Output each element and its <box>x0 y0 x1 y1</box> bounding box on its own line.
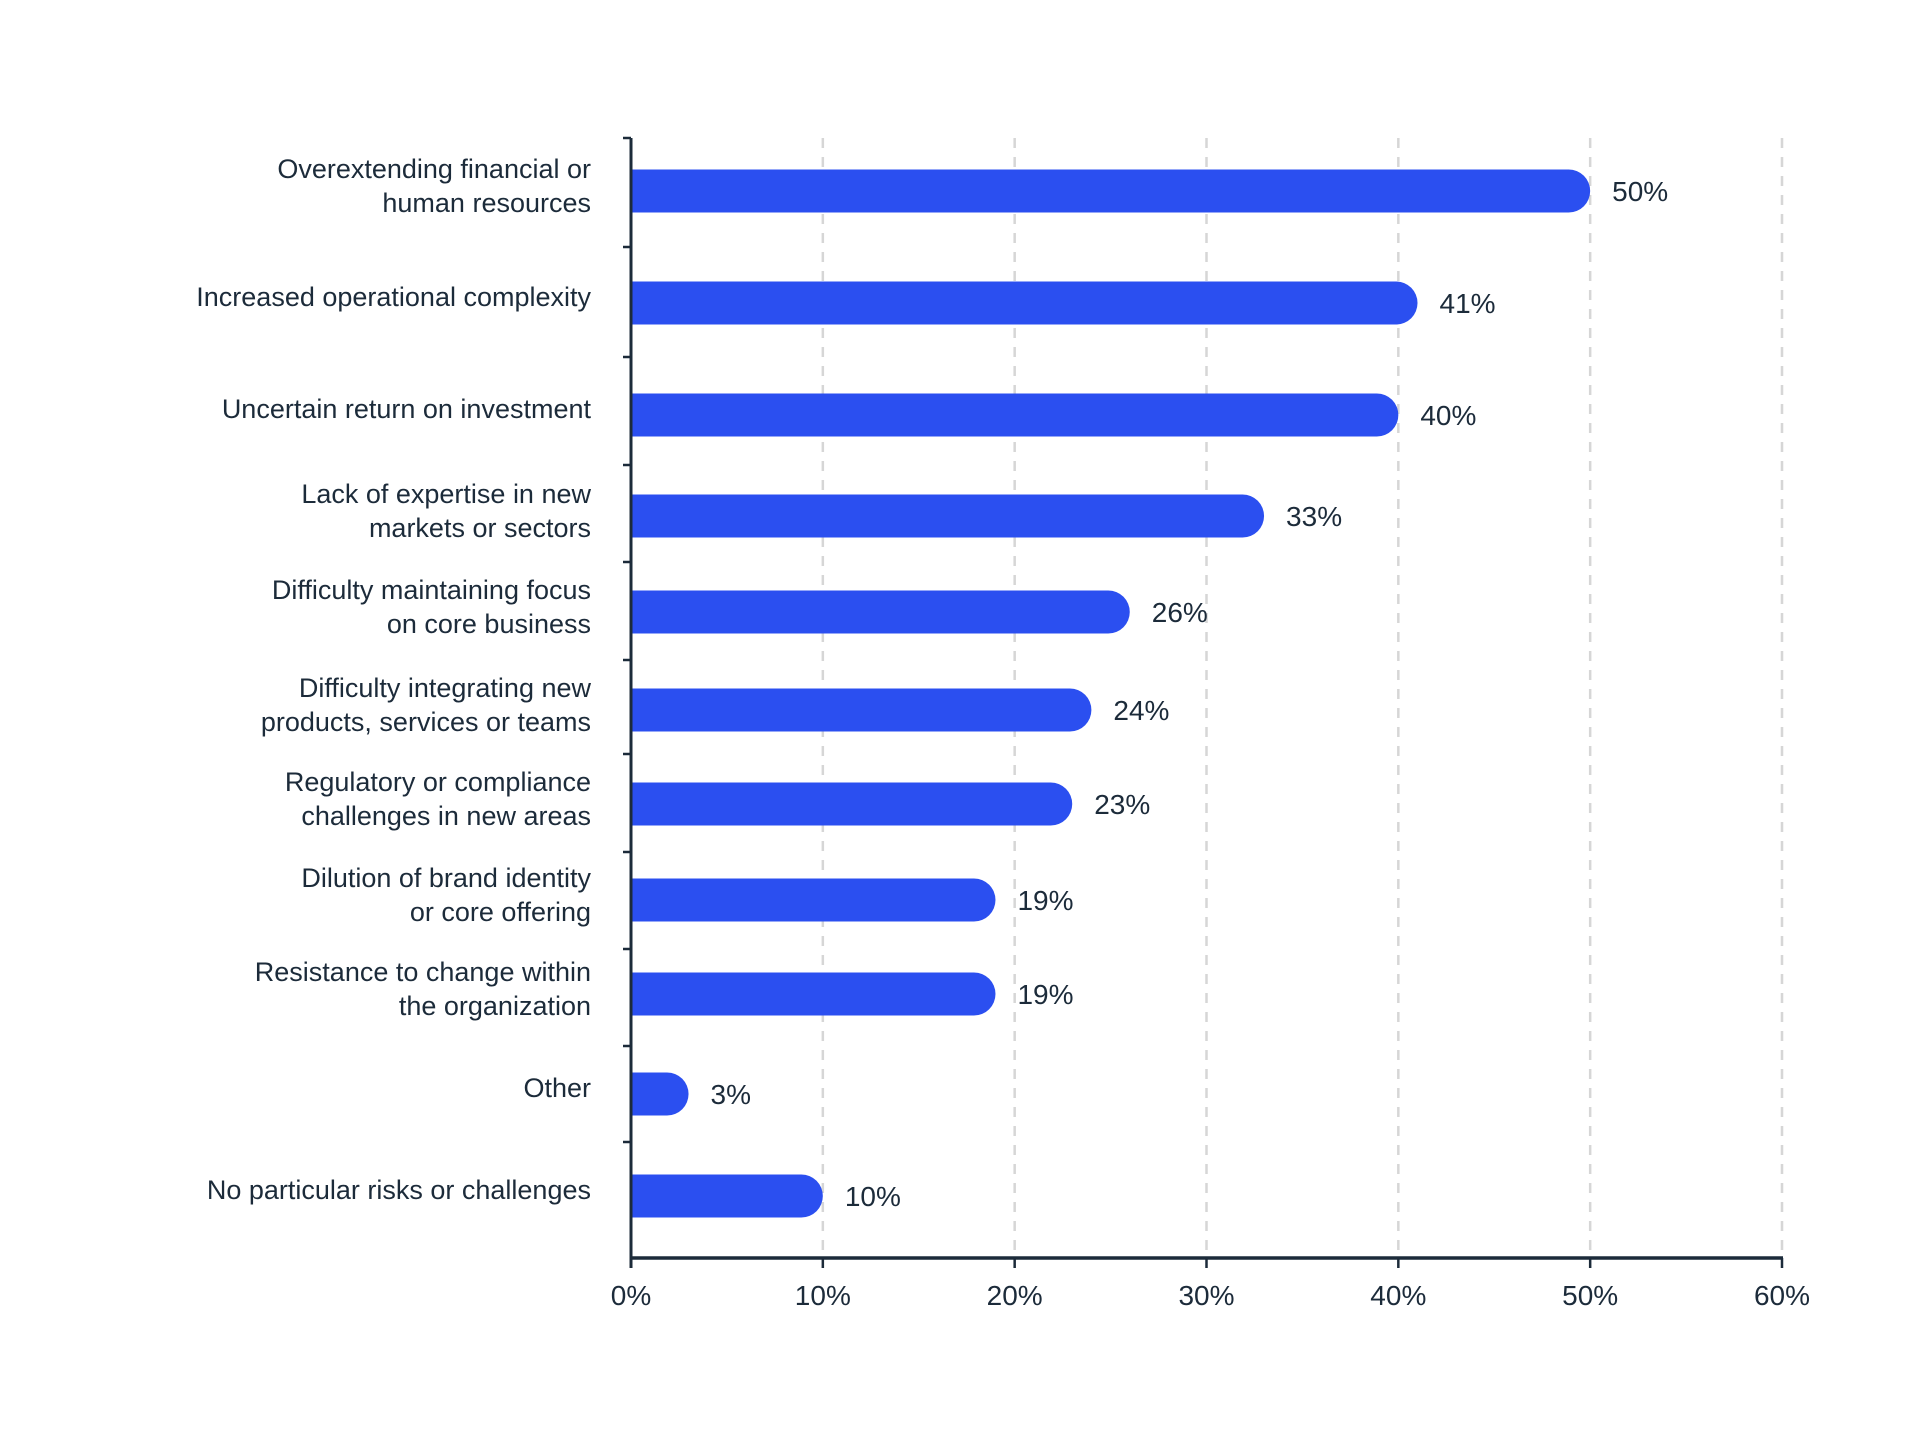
bar <box>631 169 1591 213</box>
bar <box>631 1174 823 1218</box>
x-tick-label: 50% <box>1562 1280 1618 1311</box>
category-label: the organization <box>399 991 591 1021</box>
bar-value-label: 24% <box>1113 695 1169 726</box>
category-label: Resistance to change within <box>255 957 591 987</box>
category-label: Uncertain return on investment <box>222 394 592 424</box>
x-tick-label: 60% <box>1754 1280 1810 1311</box>
bar-value-label: 23% <box>1094 789 1150 820</box>
bar-value-label: 10% <box>845 1181 901 1212</box>
category-label: No particular risks or challenges <box>207 1175 591 1205</box>
x-tick-label: 40% <box>1370 1280 1426 1311</box>
bar-value-label: 41% <box>1440 288 1496 319</box>
bar <box>631 878 996 922</box>
category-label: Lack of expertise in new <box>301 479 591 509</box>
category-label: on core business <box>387 609 591 639</box>
bar-value-label: 33% <box>1286 501 1342 532</box>
x-tick-label: 30% <box>1178 1280 1234 1311</box>
bar <box>631 1072 689 1116</box>
bar-value-label: 3% <box>711 1079 751 1110</box>
category-label: human resources <box>382 188 591 218</box>
category-label: Dilution of brand identity <box>301 863 591 893</box>
category-label: Other <box>523 1073 591 1103</box>
bar <box>631 494 1265 538</box>
category-label: Difficulty maintaining focus <box>272 575 591 605</box>
bar <box>631 590 1130 634</box>
bar <box>631 393 1399 437</box>
bar-value-label: 19% <box>1017 885 1073 916</box>
category-label: markets or sectors <box>369 513 591 543</box>
bar-value-label: 19% <box>1017 979 1073 1010</box>
x-tick-label: 0% <box>611 1280 651 1311</box>
bar-value-label: 50% <box>1612 176 1668 207</box>
category-label: challenges in new areas <box>301 801 591 831</box>
category-label: Regulatory or compliance <box>285 767 591 797</box>
category-label: Increased operational complexity <box>196 282 591 312</box>
x-tick-label: 10% <box>795 1280 851 1311</box>
bar-value-label: 26% <box>1152 597 1208 628</box>
bar-value-label: 40% <box>1420 400 1476 431</box>
category-label: Overextending financial or <box>277 154 591 184</box>
category-label: or core offering <box>410 897 591 927</box>
x-tick-label: 20% <box>987 1280 1043 1311</box>
category-label: Difficulty integrating new <box>299 673 592 703</box>
bar <box>631 972 996 1016</box>
category-label: products, services or teams <box>261 707 591 737</box>
bar <box>631 281 1418 325</box>
bar <box>631 782 1073 826</box>
bar <box>631 688 1092 732</box>
